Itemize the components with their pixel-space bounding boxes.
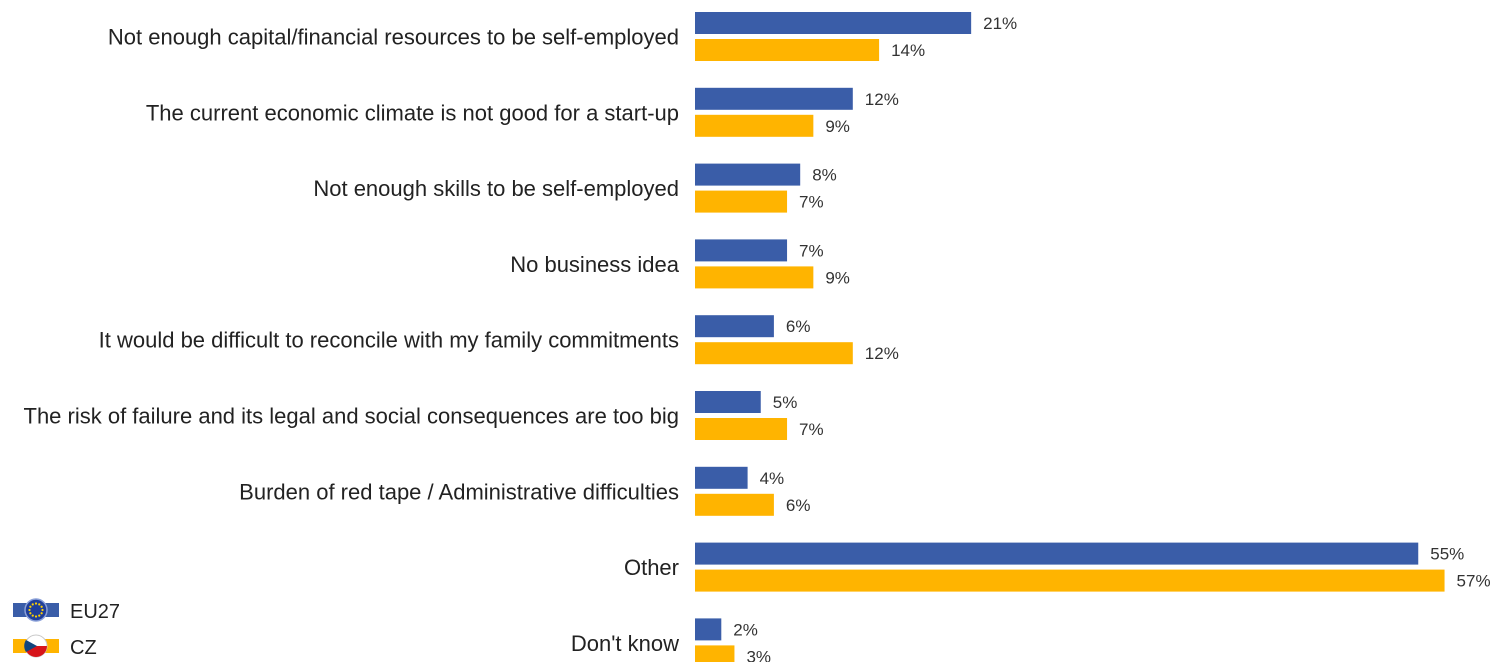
category-labels-layer: Not enough capital/financial resources t… bbox=[24, 25, 680, 656]
data-label-eu27-4: 7% bbox=[799, 241, 824, 260]
data-label-cz-4: 9% bbox=[825, 268, 850, 287]
bar-eu27-4 bbox=[695, 239, 788, 262]
eu-flag-icon bbox=[13, 598, 59, 622]
bar-cz-6 bbox=[695, 418, 788, 440]
legend-label-eu27: EU27 bbox=[70, 601, 120, 623]
data-label-eu27-3: 8% bbox=[812, 166, 837, 185]
bar-eu27-1 bbox=[695, 12, 972, 34]
bar-cz-2 bbox=[695, 114, 814, 137]
category-label-9: Don't know bbox=[571, 631, 679, 656]
bar-eu27-5 bbox=[695, 315, 774, 338]
bar-cz-4 bbox=[695, 266, 814, 289]
bar-cz-9 bbox=[695, 645, 735, 662]
bar-cz-1 bbox=[695, 39, 880, 61]
bar-cz-5 bbox=[695, 342, 853, 365]
data-label-eu27-1: 21% bbox=[983, 14, 1017, 33]
bar-eu27-2 bbox=[695, 87, 853, 110]
category-label-1: Not enough capital/financial resources t… bbox=[108, 25, 679, 50]
category-label-2: The current economic climate is not good… bbox=[146, 100, 679, 125]
category-label-5: It would be difficult to reconcile with … bbox=[99, 328, 679, 353]
data-label-cz-5: 12% bbox=[865, 344, 899, 363]
data-label-eu27-9: 2% bbox=[733, 620, 758, 639]
legend: EU27 CZ bbox=[13, 598, 120, 659]
category-label-6: The risk of failure and its legal and so… bbox=[24, 404, 680, 429]
legend-item-eu27: EU27 bbox=[13, 598, 120, 623]
bar-cz-3 bbox=[695, 190, 788, 213]
bar-eu27-6 bbox=[695, 391, 761, 413]
data-label-eu27-5: 6% bbox=[786, 317, 811, 336]
data-label-cz-8: 57% bbox=[1457, 572, 1491, 591]
category-label-7: Burden of red tape / Administrative diff… bbox=[239, 479, 679, 504]
category-label-8: Other bbox=[624, 555, 679, 580]
data-label-cz-7: 6% bbox=[786, 496, 811, 515]
data-label-cz-3: 7% bbox=[799, 193, 824, 212]
bars-layer: 21%14%12%9%8%7%7%9%6%12%5%7%4%6%55%57%2%… bbox=[695, 12, 1491, 662]
legend-label-cz: CZ bbox=[70, 637, 97, 659]
data-label-cz-2: 9% bbox=[825, 117, 850, 136]
data-label-eu27-8: 55% bbox=[1430, 545, 1464, 564]
bar-eu27-3 bbox=[695, 163, 801, 186]
bar-eu27-7 bbox=[695, 466, 748, 489]
data-label-eu27-2: 12% bbox=[865, 90, 899, 109]
data-label-cz-1: 14% bbox=[891, 41, 925, 60]
category-label-4: No business idea bbox=[510, 252, 680, 277]
data-label-eu27-7: 4% bbox=[760, 469, 785, 488]
data-label-cz-9: 3% bbox=[746, 647, 771, 662]
data-label-eu27-6: 5% bbox=[773, 393, 798, 412]
bar-eu27-8 bbox=[695, 542, 1419, 565]
bar-cz-7 bbox=[695, 493, 774, 516]
legend-item-cz: CZ bbox=[13, 634, 97, 659]
data-label-cz-6: 7% bbox=[799, 420, 824, 439]
bar-cz-8 bbox=[695, 569, 1445, 592]
category-label-3: Not enough skills to be self-employed bbox=[313, 176, 679, 201]
czech-flag-icon bbox=[13, 634, 59, 658]
bar-eu27-9 bbox=[695, 618, 722, 641]
